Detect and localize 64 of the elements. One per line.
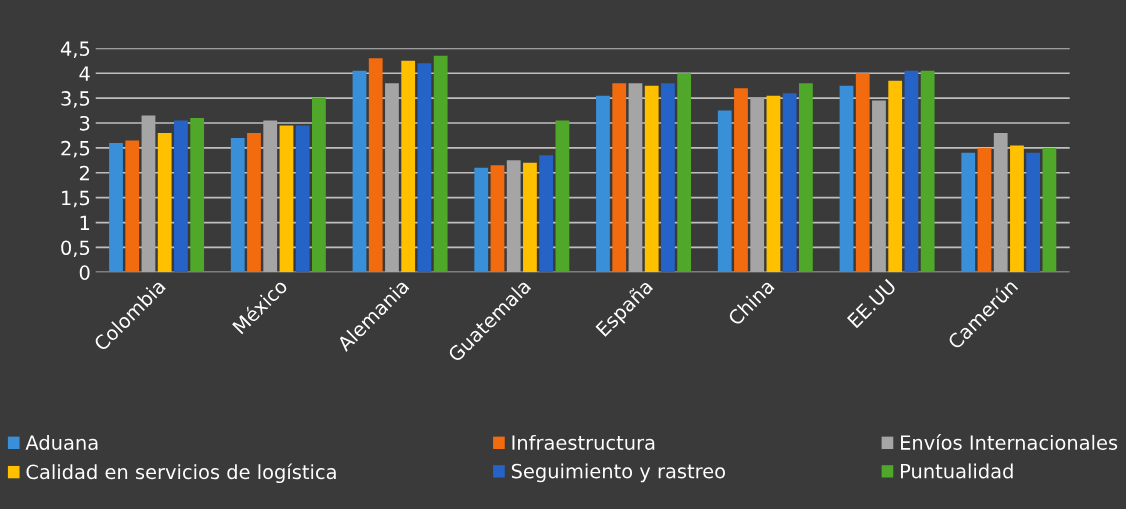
bar xyxy=(174,120,188,273)
bar xyxy=(628,83,643,273)
bar xyxy=(474,167,489,273)
bar xyxy=(782,93,797,273)
bar xyxy=(385,83,399,273)
y-tick-label: 3,5 xyxy=(61,91,90,108)
bar xyxy=(717,110,732,273)
bar xyxy=(661,83,675,273)
bar xyxy=(596,95,610,273)
bar xyxy=(612,83,627,273)
bar xyxy=(839,85,854,273)
bar xyxy=(539,155,554,273)
bar xyxy=(230,137,245,273)
bar xyxy=(417,63,432,273)
legend-label: Infraestructura xyxy=(512,434,655,450)
bar xyxy=(750,98,765,273)
y-tick-label: 2 xyxy=(79,165,89,181)
bar xyxy=(157,132,172,273)
bar xyxy=(279,125,294,273)
y-tick-label: 3 xyxy=(79,115,90,131)
bar xyxy=(920,70,935,273)
bar xyxy=(141,115,156,273)
bar xyxy=(109,142,123,273)
legend-label: Calidad en servicios de logística xyxy=(26,463,336,484)
y-tick-label: 0,5 xyxy=(61,240,90,258)
bar xyxy=(644,85,659,273)
bar xyxy=(555,120,570,273)
y-tick-label: 2,5 xyxy=(61,140,90,158)
legend-label: Envíos Internacionales xyxy=(901,434,1118,450)
bar xyxy=(401,60,416,273)
bar xyxy=(312,98,326,273)
bar xyxy=(190,118,205,273)
bar xyxy=(295,125,310,273)
bar xyxy=(766,95,781,273)
bar xyxy=(352,70,367,273)
bar xyxy=(677,73,692,273)
bar xyxy=(368,58,383,273)
bar xyxy=(506,160,521,273)
bar xyxy=(799,83,813,273)
legend-label: Puntualidad xyxy=(901,463,1013,479)
y-tick-label: 1 xyxy=(80,215,90,230)
bar xyxy=(1010,145,1024,273)
bar xyxy=(888,80,903,273)
bar xyxy=(1026,152,1041,273)
y-tick-label: 1,5 xyxy=(62,190,90,208)
bar xyxy=(855,73,870,273)
bar xyxy=(977,147,992,273)
bar xyxy=(247,132,261,273)
legend-label: Aduana xyxy=(25,434,98,450)
bar xyxy=(263,120,278,273)
bar xyxy=(125,140,140,273)
bar xyxy=(523,162,537,273)
bar xyxy=(904,70,919,273)
bar xyxy=(433,55,448,273)
bar xyxy=(872,100,886,273)
bar xyxy=(1042,147,1057,273)
y-tick-label: 4 xyxy=(79,66,90,81)
y-tick-label: 0 xyxy=(79,265,90,280)
legend-label: Seguimiento y rastreo xyxy=(511,463,725,483)
bar xyxy=(734,88,748,273)
bar xyxy=(490,165,505,273)
y-tick-label: 4,5 xyxy=(60,41,90,58)
bar xyxy=(993,132,1008,273)
bar xyxy=(961,152,976,273)
